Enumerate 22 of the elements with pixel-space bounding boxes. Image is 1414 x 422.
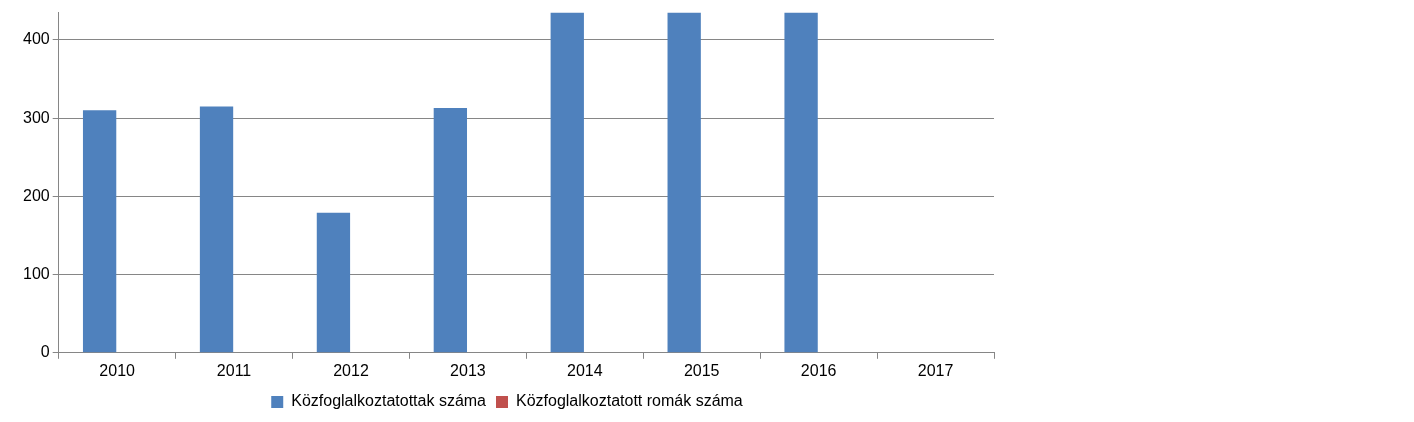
- bar: [550, 12, 584, 353]
- bar: [667, 12, 701, 353]
- x-tick-label: 2014: [567, 361, 603, 379]
- legend-label: Közfoglalkoztatottak száma: [291, 392, 487, 410]
- bar: [784, 12, 818, 353]
- bar: [316, 212, 351, 353]
- x-tick-label: 2013: [450, 361, 486, 379]
- x-tick-label: 2017: [917, 361, 954, 379]
- y-tick-label: 200: [22, 186, 50, 204]
- y-tick-label: 0: [40, 343, 50, 361]
- x-tick-label: 2012: [333, 361, 369, 379]
- x-tick-label: 2015: [683, 361, 720, 379]
- x-tick-label: 2010: [99, 361, 136, 379]
- bar: [433, 108, 468, 353]
- legend-label: Közfoglalkoztatott romák száma: [516, 392, 743, 410]
- y-tick-label: 100: [22, 265, 50, 282]
- bar: [82, 110, 117, 353]
- y-tick-label: 300: [22, 108, 50, 126]
- x-tick-label: 2011: [216, 361, 252, 379]
- x-tick-label: 2016: [800, 361, 837, 379]
- y-tick-label: 400: [22, 30, 50, 48]
- bar: [199, 106, 234, 353]
